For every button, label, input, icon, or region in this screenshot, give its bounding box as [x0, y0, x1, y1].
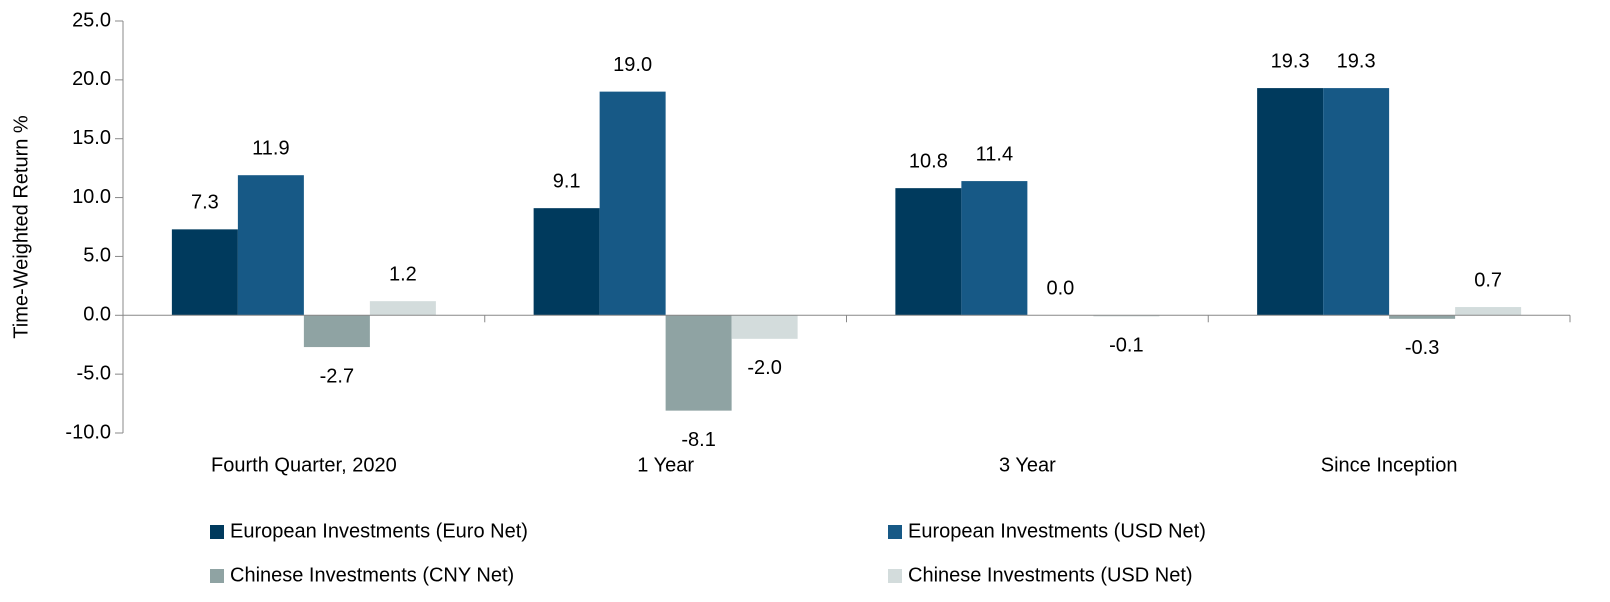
legend-swatch — [210, 569, 224, 583]
bar — [533, 208, 600, 316]
bar — [303, 315, 370, 348]
legend-swatch — [210, 525, 224, 539]
y-tick-label: 0.0 — [83, 304, 111, 326]
data-label: -0.3 — [1405, 337, 1439, 359]
y-tick-label: -10.0 — [65, 421, 111, 443]
legend-label: Chinese Investments (USD Net) — [908, 564, 1193, 586]
legend-swatch — [888, 569, 902, 583]
bar — [1389, 315, 1456, 319]
data-label: 11.4 — [976, 143, 1013, 165]
bar — [369, 301, 436, 316]
data-label: 0.0 — [1046, 278, 1074, 300]
bar — [171, 229, 238, 316]
y-tick-label: 5.0 — [83, 245, 111, 267]
legend-label: European Investments (USD Net) — [908, 520, 1206, 542]
bar — [599, 91, 666, 316]
data-label: -0.1 — [1109, 335, 1143, 357]
bar — [237, 175, 304, 316]
bar — [1093, 315, 1160, 317]
bar — [961, 181, 1028, 316]
data-label: 9.1 — [553, 170, 581, 192]
data-label: 7.3 — [191, 192, 219, 214]
bar — [895, 188, 962, 316]
x-tick-label: 1 Year — [637, 454, 694, 476]
bar — [1455, 307, 1522, 316]
data-label: 11.9 — [252, 137, 289, 159]
y-tick-label: 25.0 — [72, 9, 111, 31]
y-tick-label: -5.0 — [77, 362, 111, 384]
x-tick-label: Since Inception — [1321, 454, 1458, 476]
legend-swatch — [888, 525, 902, 539]
bar — [1257, 88, 1324, 316]
bar — [731, 315, 798, 339]
bar — [1323, 88, 1390, 316]
y-tick-label: 15.0 — [72, 127, 111, 149]
data-label: 19.3 — [1271, 50, 1310, 72]
y-tick-label: 10.0 — [72, 186, 111, 208]
y-tick-label: 20.0 — [72, 68, 111, 90]
bar — [665, 315, 732, 411]
legend-label: European Investments (Euro Net) — [230, 520, 528, 542]
data-label: -2.7 — [320, 365, 354, 387]
x-tick-label: 3 Year — [999, 454, 1056, 476]
x-tick-label: Fourth Quarter, 2020 — [211, 454, 397, 476]
data-label: 0.7 — [1474, 269, 1502, 291]
data-label: 19.3 — [1337, 50, 1376, 72]
legend-label: Chinese Investments (CNY Net) — [230, 564, 514, 586]
data-label: 1.2 — [389, 263, 417, 285]
data-label: 10.8 — [909, 150, 948, 172]
data-label: -2.0 — [747, 357, 781, 379]
data-label: 19.0 — [613, 54, 652, 76]
y-axis-label: Time-Weighted Return % — [10, 115, 32, 339]
data-label: -8.1 — [681, 429, 715, 451]
